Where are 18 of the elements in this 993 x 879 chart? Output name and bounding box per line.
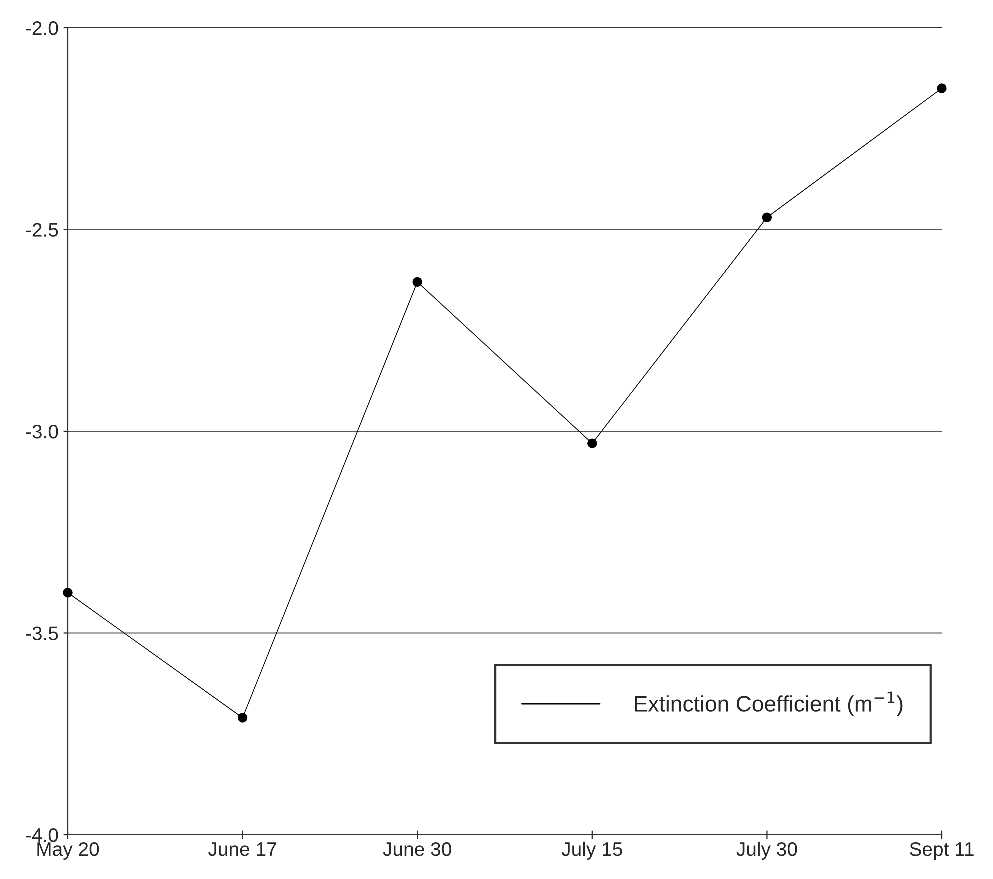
x-tick-label: May 20	[38, 842, 100, 860]
y-tick-label: -4.0	[26, 828, 58, 842]
x-tick-label: June 30	[383, 842, 452, 856]
x-tick-label: July 15	[562, 842, 622, 860]
point	[412, 277, 422, 288]
y-tick-label: -3.0	[26, 424, 58, 439]
y-tick-label: -2.5	[26, 223, 58, 237]
point	[937, 84, 947, 94]
point	[63, 588, 73, 598]
x-tick-label: Sept 11	[910, 842, 974, 860]
point	[588, 438, 598, 448]
y-tick-label: -2.0	[26, 21, 58, 36]
legend-label: Extinction Coefficient (m$^{−1}$)	[635, 692, 903, 716]
point	[762, 212, 772, 223]
x-tick-label: July 30	[736, 842, 798, 860]
y-tick-label: -3.5	[26, 626, 58, 640]
point	[238, 713, 248, 723]
x-tick-label: June 17	[208, 842, 276, 856]
